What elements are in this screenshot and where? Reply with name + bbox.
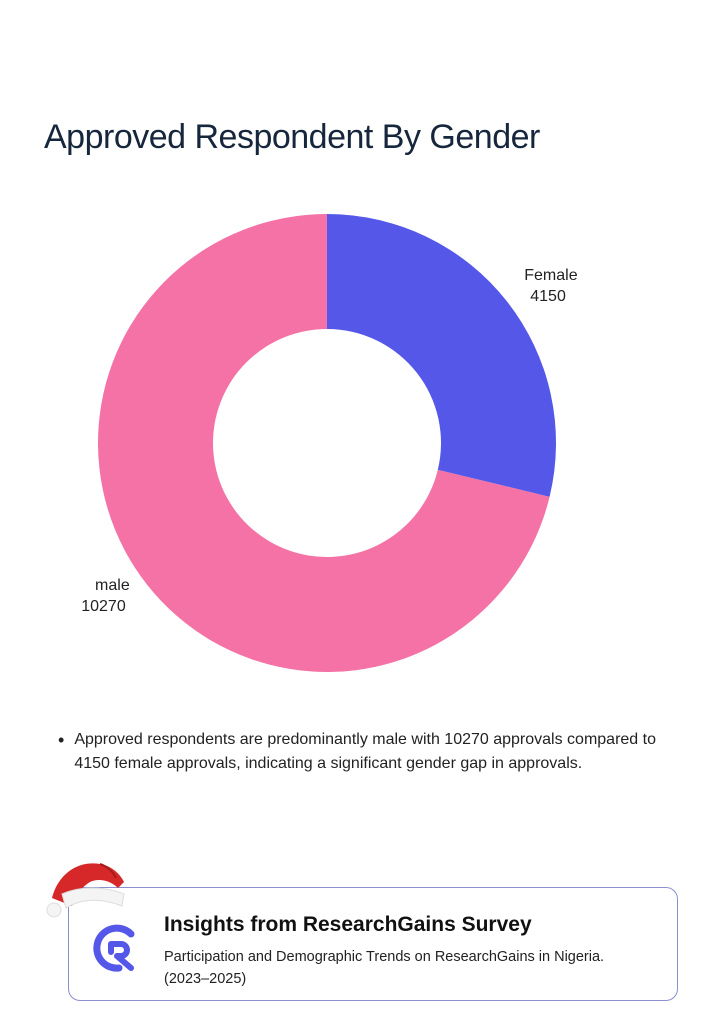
slice-female [327, 214, 556, 497]
survey-card: Insights from ResearchGains Survey Parti… [68, 887, 678, 1001]
researchgains-logo-icon [93, 924, 135, 972]
slice-male [97, 214, 550, 672]
slice-label-male: male [95, 577, 130, 594]
slice-label-female: Female [524, 267, 577, 284]
slice-value-female: 4150 [530, 288, 566, 305]
bullet-icon: • [58, 730, 65, 750]
chart-title: Approved Respondent By Gender [44, 118, 540, 156]
insight-note: • Approved respondents are predominantly… [58, 728, 673, 776]
slice-value-male: 10270 [81, 598, 126, 615]
donut-chart: Female 4150 male 10270 [81, 214, 578, 672]
card-subtitle: Participation and Demographic Trends on … [164, 949, 605, 987]
santa-hat-icon [46, 863, 125, 918]
insight-text: Approved respondents are predominantly m… [74, 731, 656, 772]
card-title: Insights from ResearchGains Survey [164, 913, 532, 936]
